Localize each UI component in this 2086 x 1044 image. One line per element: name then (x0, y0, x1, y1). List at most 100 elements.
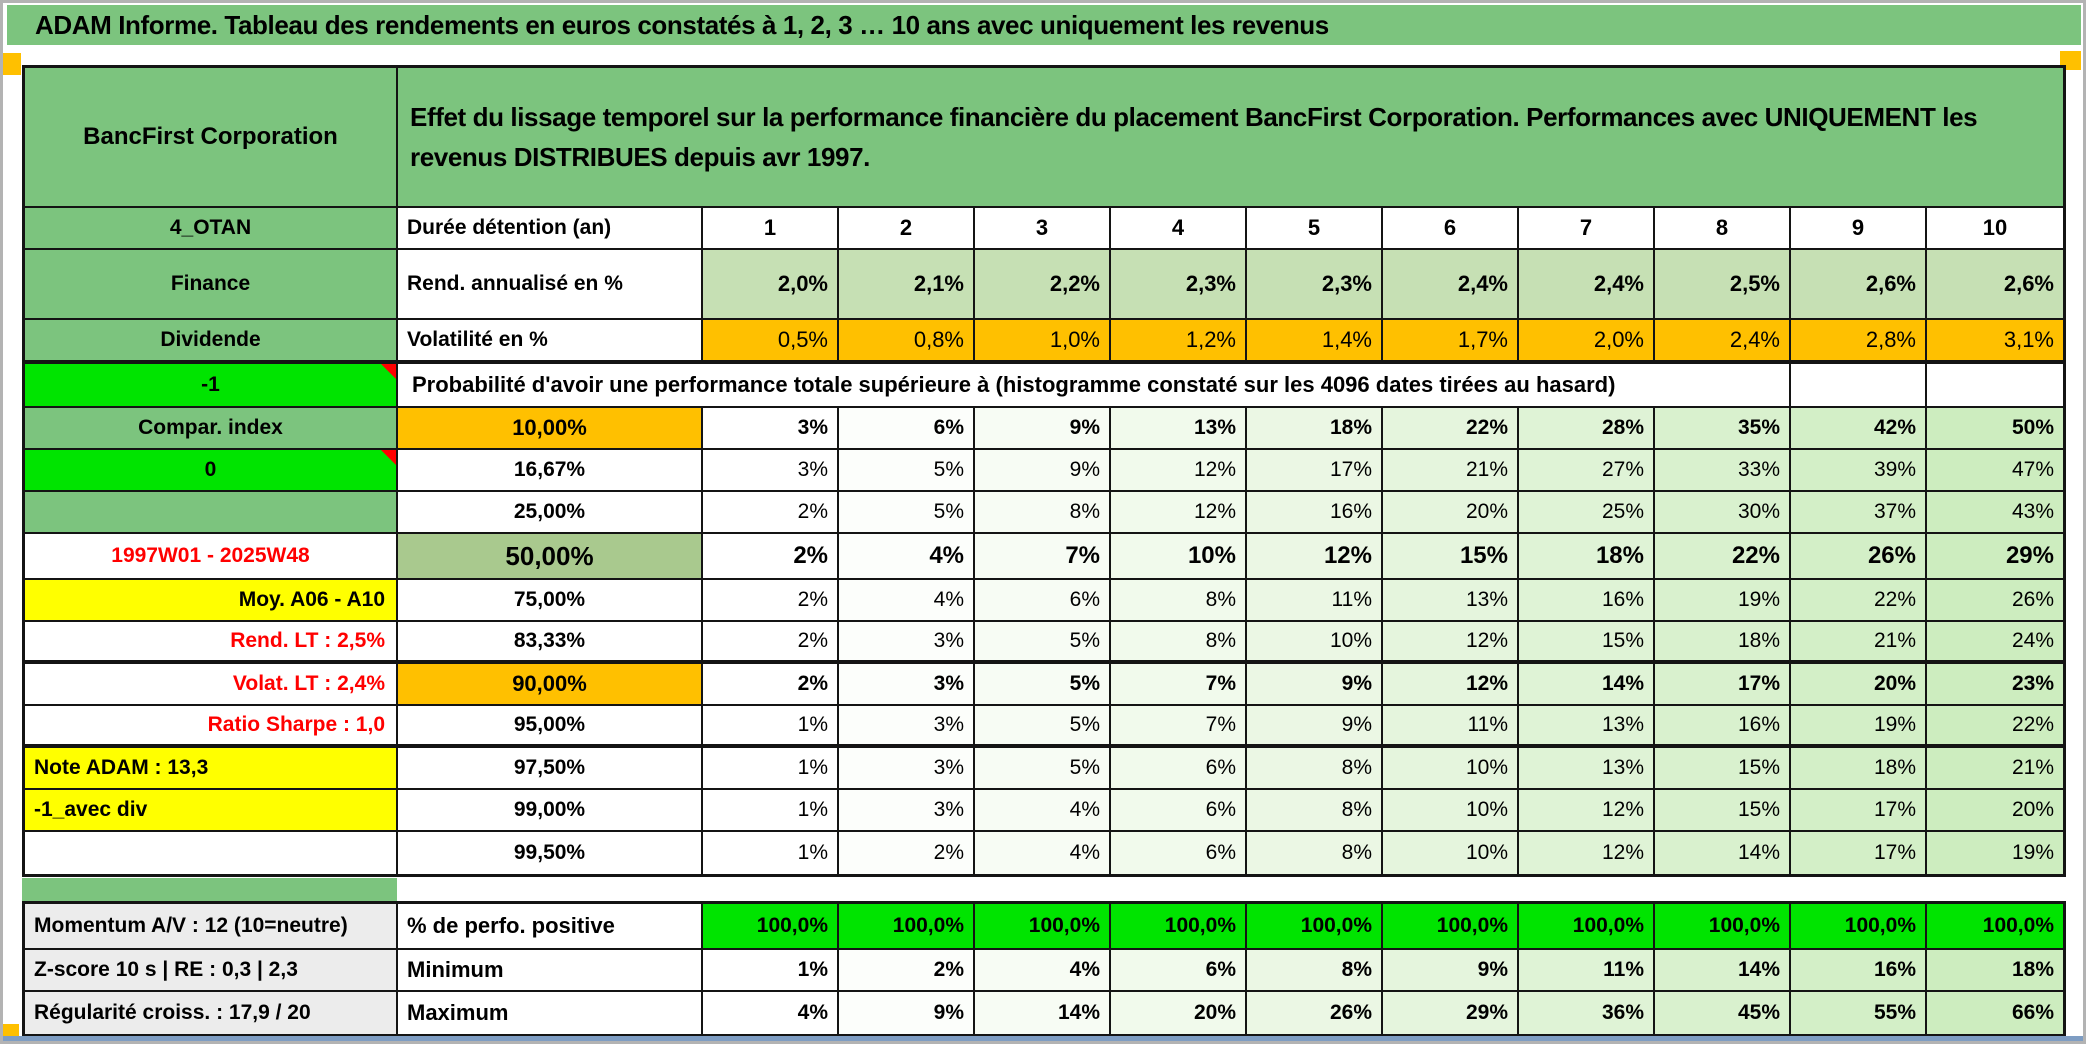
summary-value-cell[interactable]: 100,0% (839, 904, 975, 948)
probability-value-cell[interactable]: 14% (1519, 664, 1655, 704)
probability-banner-text[interactable]: Probabilité d'avoir une performance tota… (398, 364, 1791, 406)
probability-value-cell[interactable]: 7% (975, 534, 1111, 578)
probability-value-cell[interactable]: 18% (1655, 622, 1791, 660)
probability-value-cell[interactable]: 5% (975, 748, 1111, 788)
duration-cell[interactable]: 8 (1655, 208, 1791, 248)
summary-value-cell[interactable]: 9% (839, 992, 975, 1034)
summary-value-cell[interactable]: 100,0% (1247, 904, 1383, 948)
summary-value-cell[interactable]: 14% (975, 992, 1111, 1034)
summary-value-cell[interactable]: 14% (1655, 950, 1791, 990)
yield-cell[interactable]: 2,3% (1247, 250, 1383, 318)
summary-value-cell[interactable]: 100,0% (1927, 904, 2063, 948)
probability-value-cell[interactable]: 3% (839, 706, 975, 744)
yield-cell[interactable]: 2,1% (839, 250, 975, 318)
probability-value-cell[interactable]: 3% (703, 450, 839, 490)
param-label[interactable]: Volatilité en % (398, 320, 703, 360)
probability-value-cell[interactable]: 43% (1927, 492, 2063, 532)
probability-value-cell[interactable]: 12% (1383, 664, 1519, 704)
summary-label[interactable]: Momentum A/V : 12 (10=neutre) (25, 904, 398, 948)
summary-value-cell[interactable]: 100,0% (1655, 904, 1791, 948)
probability-value-cell[interactable]: 10% (1247, 622, 1383, 660)
duration-cell[interactable]: 1 (703, 208, 839, 248)
row-label[interactable]: Compar. index (25, 408, 398, 448)
probability-value-cell[interactable]: 15% (1655, 790, 1791, 830)
probability-value-cell[interactable]: 29% (1927, 534, 2063, 578)
threshold-cell[interactable]: 50,00% (398, 534, 703, 578)
summary-value-cell[interactable]: 6% (1111, 950, 1247, 990)
threshold-cell[interactable]: 90,00% (398, 664, 703, 704)
summary-param[interactable]: Maximum (398, 992, 703, 1034)
probability-value-cell[interactable]: 22% (1927, 706, 2063, 744)
probability-value-cell[interactable]: 27% (1519, 450, 1655, 490)
probability-value-cell[interactable]: 28% (1519, 408, 1655, 448)
probability-value-cell[interactable]: 2% (839, 832, 975, 874)
probability-value-cell[interactable]: 33% (1655, 450, 1791, 490)
probability-value-cell[interactable]: 17% (1247, 450, 1383, 490)
yield-cell[interactable]: 2,6% (1791, 250, 1927, 318)
threshold-cell[interactable]: 99,50% (398, 832, 703, 874)
probability-value-cell[interactable]: 7% (1111, 664, 1247, 704)
probability-value-cell[interactable]: 18% (1247, 408, 1383, 448)
summary-value-cell[interactable]: 45% (1655, 992, 1791, 1034)
probability-value-cell[interactable]: 26% (1791, 534, 1927, 578)
probability-value-cell[interactable]: 35% (1655, 408, 1791, 448)
summary-value-cell[interactable]: 100,0% (975, 904, 1111, 948)
summary-value-cell[interactable]: 11% (1519, 950, 1655, 990)
probability-value-cell[interactable]: 15% (1655, 748, 1791, 788)
probability-value-cell[interactable]: 3% (839, 664, 975, 704)
row-label[interactable]: 4_OTAN (25, 208, 398, 248)
volatility-cell[interactable]: 0,5% (703, 320, 839, 360)
summary-value-cell[interactable]: 4% (703, 992, 839, 1034)
threshold-cell[interactable]: 83,33% (398, 622, 703, 660)
yield-cell[interactable]: 2,3% (1111, 250, 1247, 318)
probability-value-cell[interactable]: 39% (1791, 450, 1927, 490)
summary-value-cell[interactable]: 55% (1791, 992, 1927, 1034)
summary-value-cell[interactable]: 8% (1247, 950, 1383, 990)
probability-value-cell[interactable]: 19% (1927, 832, 2063, 874)
threshold-cell[interactable]: 75,00% (398, 580, 703, 620)
yield-cell[interactable]: 2,2% (975, 250, 1111, 318)
threshold-cell[interactable]: 99,00% (398, 790, 703, 830)
empty-cell[interactable] (1791, 364, 1927, 406)
probability-value-cell[interactable]: 19% (1655, 580, 1791, 620)
threshold-cell[interactable]: 10,00% (398, 408, 703, 448)
summary-value-cell[interactable]: 9% (1383, 950, 1519, 990)
summary-param[interactable]: % de perfo. positive (398, 904, 703, 948)
probability-value-cell[interactable]: 16% (1247, 492, 1383, 532)
probability-value-cell[interactable]: 4% (975, 790, 1111, 830)
probability-value-cell[interactable]: 5% (975, 706, 1111, 744)
yield-cell[interactable]: 2,0% (703, 250, 839, 318)
threshold-cell[interactable]: 95,00% (398, 706, 703, 744)
row-label[interactable]: 1997W01 - 2025W48 (25, 534, 398, 578)
probability-value-cell[interactable]: 9% (1247, 706, 1383, 744)
volatility-cell[interactable]: 2,4% (1655, 320, 1791, 360)
probability-value-cell[interactable]: 13% (1383, 580, 1519, 620)
duration-cell[interactable]: 4 (1111, 208, 1247, 248)
probability-value-cell[interactable]: 1% (703, 790, 839, 830)
probability-value-cell[interactable]: 42% (1791, 408, 1927, 448)
param-label[interactable]: Rend. annualisé en % (398, 250, 703, 318)
yield-cell[interactable]: 2,5% (1655, 250, 1791, 318)
summary-value-cell[interactable]: 18% (1927, 950, 2063, 990)
row-label[interactable] (25, 492, 398, 532)
duration-cell[interactable]: 7 (1519, 208, 1655, 248)
probability-value-cell[interactable]: 8% (1247, 790, 1383, 830)
probability-value-cell[interactable]: 13% (1519, 748, 1655, 788)
probability-value-cell[interactable]: 8% (1111, 622, 1247, 660)
threshold-cell[interactable]: 25,00% (398, 492, 703, 532)
row-label[interactable]: Dividende (25, 320, 398, 360)
row-label[interactable] (25, 832, 398, 874)
probability-value-cell[interactable]: 5% (975, 664, 1111, 704)
volatility-cell[interactable]: 1,4% (1247, 320, 1383, 360)
threshold-cell[interactable]: 16,67% (398, 450, 703, 490)
probability-value-cell[interactable]: 18% (1791, 748, 1927, 788)
probability-value-cell[interactable]: 23% (1927, 664, 2063, 704)
probability-value-cell[interactable]: 6% (975, 580, 1111, 620)
probability-value-cell[interactable]: 12% (1111, 450, 1247, 490)
probability-value-cell[interactable]: 1% (703, 748, 839, 788)
probability-value-cell[interactable]: 37% (1791, 492, 1927, 532)
summary-value-cell[interactable]: 26% (1247, 992, 1383, 1034)
volatility-cell[interactable]: 2,0% (1519, 320, 1655, 360)
probability-value-cell[interactable]: 17% (1791, 790, 1927, 830)
volatility-cell[interactable]: 1,2% (1111, 320, 1247, 360)
